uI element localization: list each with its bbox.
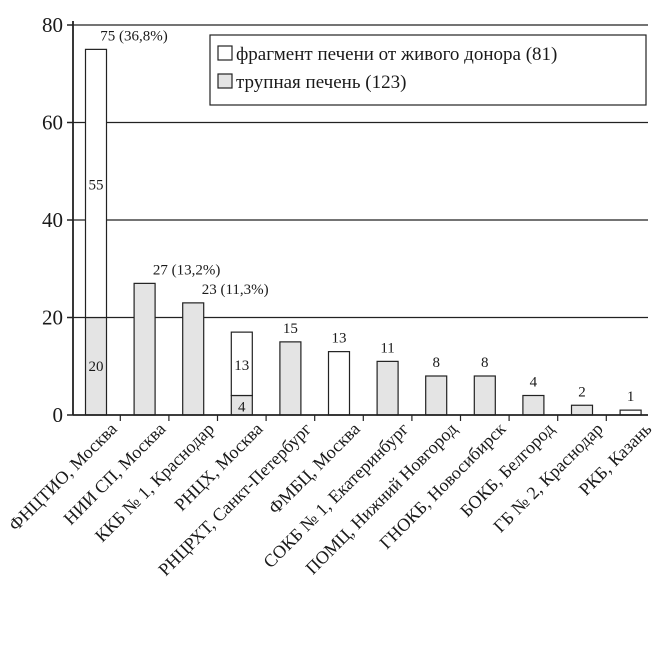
bar-segment [327, 351, 351, 416]
gridlines [73, 24, 648, 319]
legend-label: трупная печень (123) [236, 72, 406, 93]
y-tick-label: 0 [53, 403, 64, 427]
legend-swatch [217, 45, 233, 61]
bar-total-label: 13 [332, 331, 347, 347]
bar-segment [230, 331, 253, 397]
bar-segment [473, 375, 496, 416]
bar-total-label: 11 [380, 340, 394, 356]
data-labels: 20 55 75 (36,8%) 27 (13,2%) 23 (11,3%) 4 13 15 1… [89, 28, 635, 415]
segment-label: 55 [89, 177, 104, 193]
bar-segment [279, 341, 302, 416]
bar-total-label: 4 [530, 375, 538, 391]
bar-segment [84, 48, 108, 319]
bar-segment [425, 375, 448, 416]
bar-total-label: 1 [627, 389, 635, 405]
legend-label: фрагмент печени от живого донора (81) [236, 44, 557, 65]
y-tick-label: 80 [42, 13, 63, 37]
bar-segment [182, 302, 205, 416]
segment-label: 20 [89, 359, 104, 375]
bar-total-label: 2 [578, 384, 586, 400]
bar-total-label: 8 [432, 355, 440, 371]
bar-segment [522, 394, 545, 416]
bar-segment [133, 282, 156, 416]
bars [84, 48, 642, 416]
legend-box [209, 34, 647, 106]
y-tick-label: 60 [42, 111, 63, 135]
segment-label: 4 [238, 399, 246, 415]
bar-total-label: 27 (13,2%) [153, 262, 221, 278]
bar-total-label: 75 (36,8%) [100, 28, 168, 44]
bar-total-label: 23 (11,3%) [202, 282, 269, 298]
segment-label: 13 [234, 358, 249, 374]
y-tick-label: 20 [42, 306, 63, 330]
bar-total-label: 15 [283, 321, 298, 337]
legend: фрагмент печени от живого донора (81) тру… [209, 34, 647, 106]
bar-segment [376, 360, 399, 416]
legend-swatch [217, 73, 233, 89]
bar-segment [570, 404, 594, 416]
bar-total-label: 8 [481, 355, 489, 371]
y-tick-label: 40 [42, 208, 63, 232]
